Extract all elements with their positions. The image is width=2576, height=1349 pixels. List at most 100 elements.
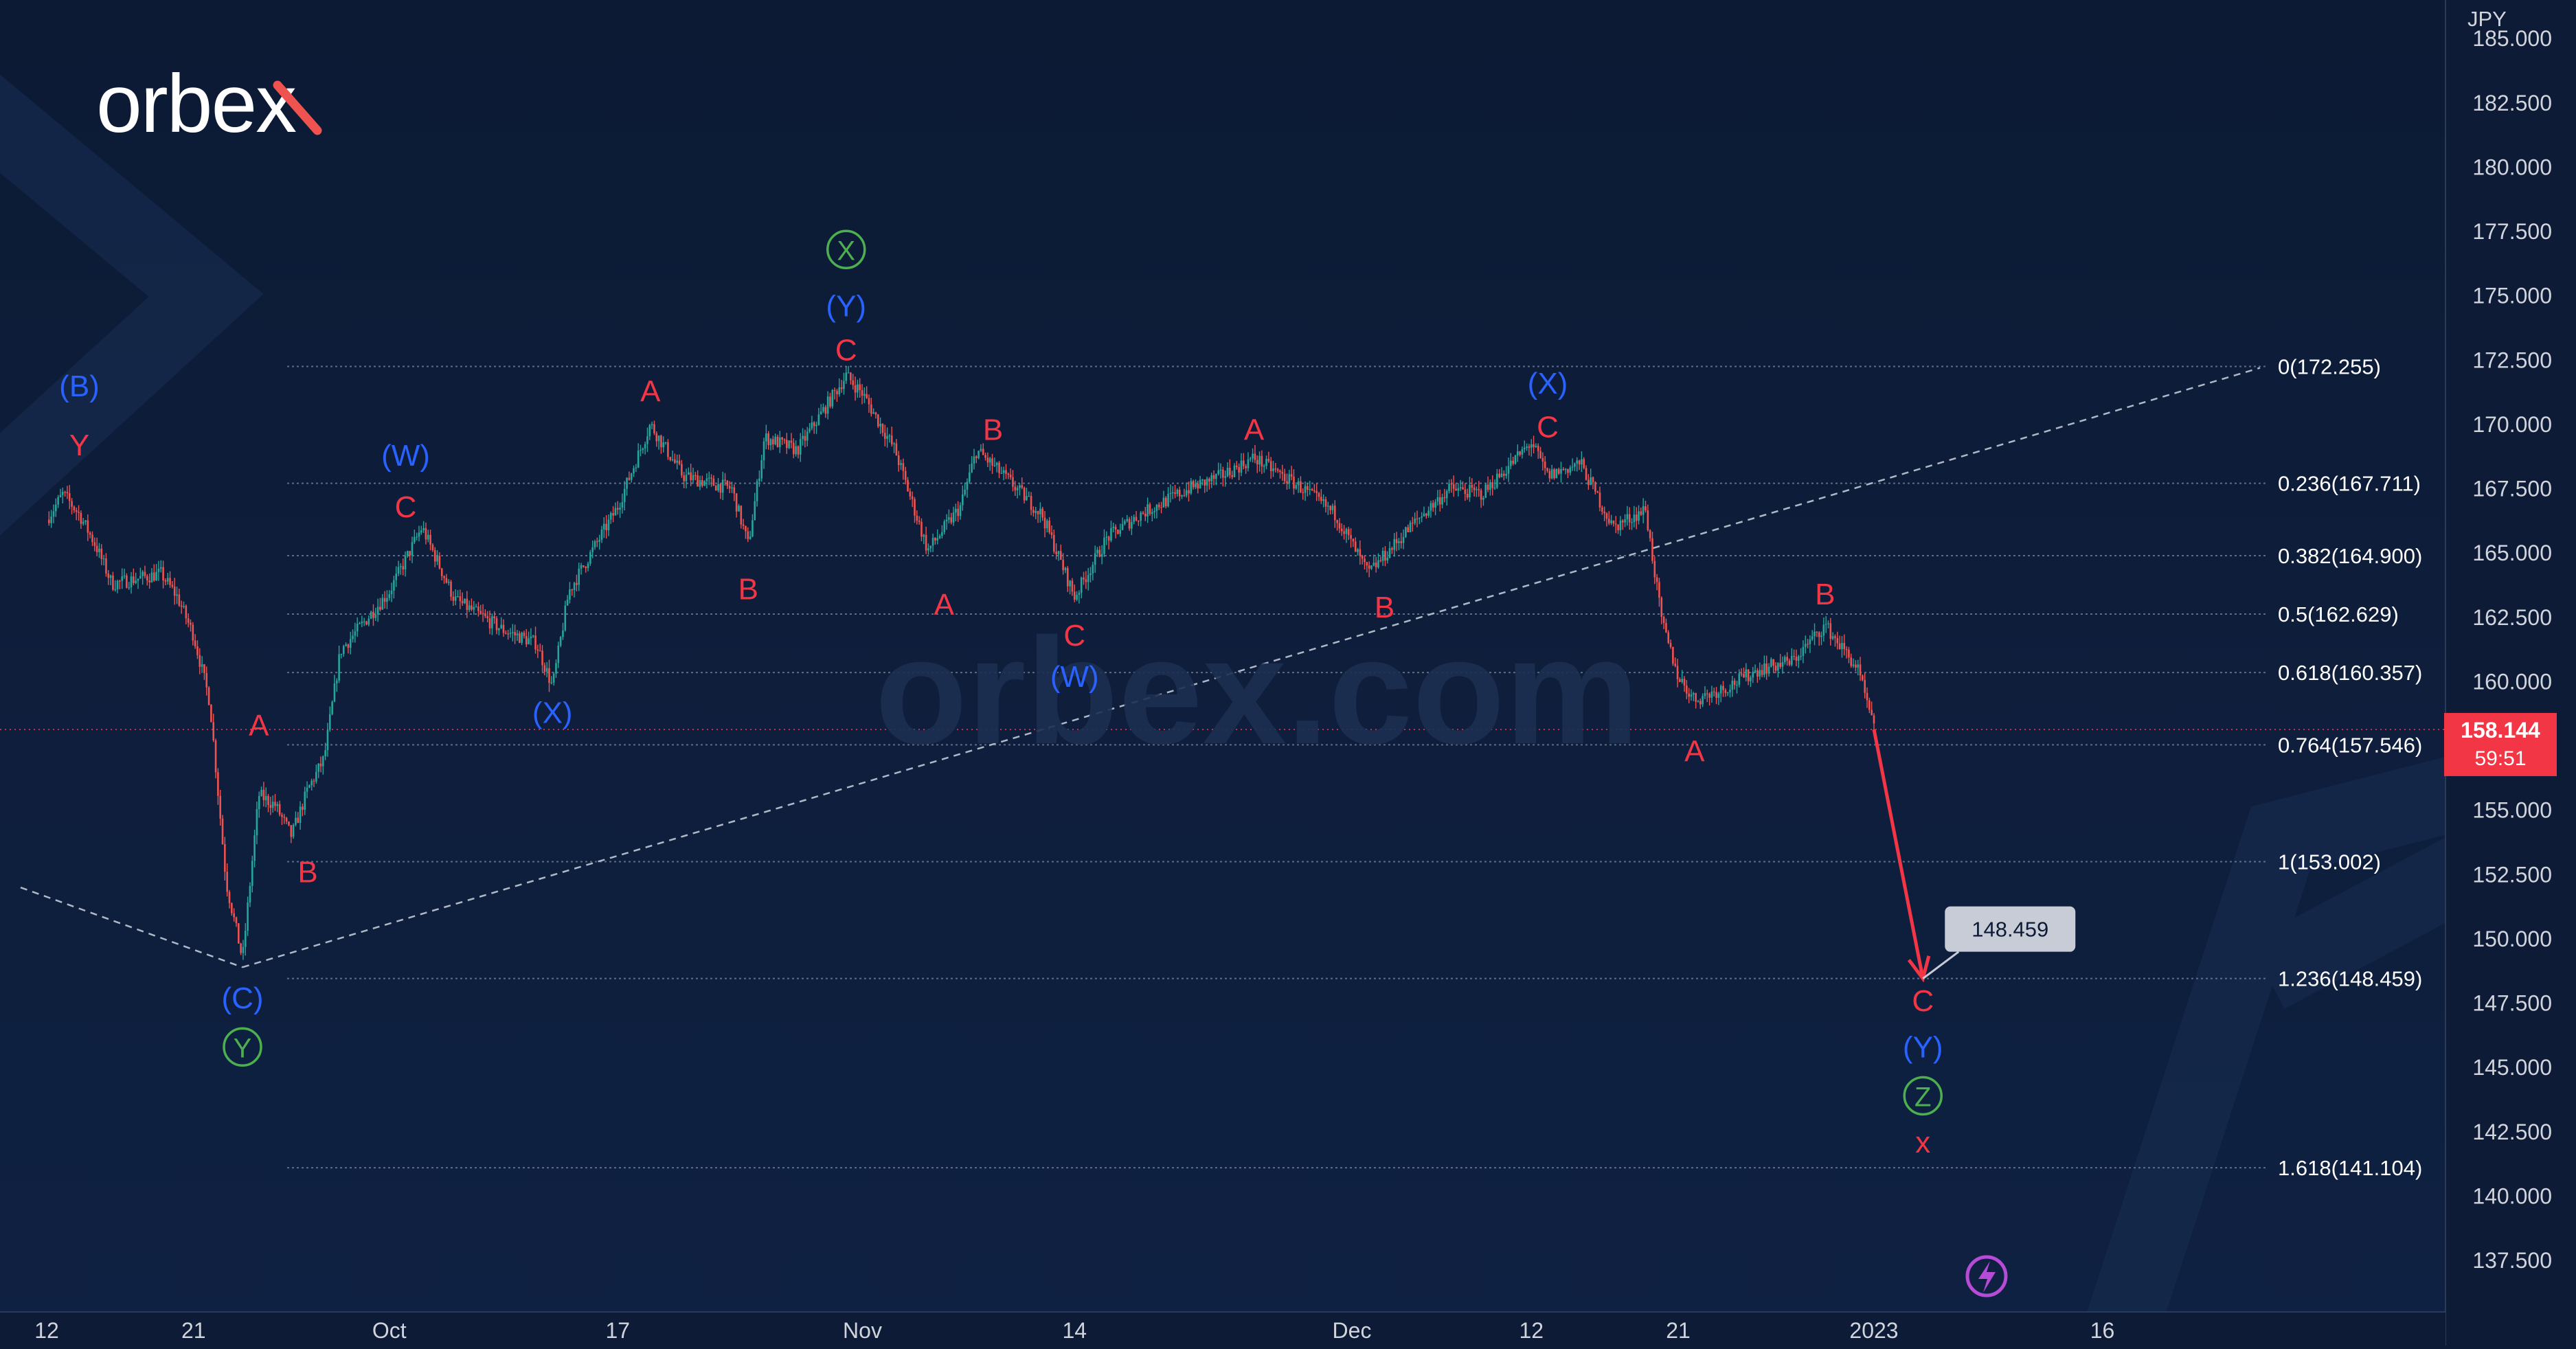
candle[interactable] xyxy=(299,801,302,830)
candle[interactable] xyxy=(1409,520,1412,532)
candle[interactable] xyxy=(1240,453,1243,477)
candle[interactable] xyxy=(690,464,692,486)
candle[interactable] xyxy=(1092,561,1094,580)
candle[interactable] xyxy=(1320,489,1322,504)
candle[interactable] xyxy=(443,575,445,584)
candle[interactable] xyxy=(304,786,306,815)
candle[interactable] xyxy=(1457,483,1460,497)
candle[interactable] xyxy=(260,786,262,797)
candle[interactable] xyxy=(166,573,169,585)
candle[interactable] xyxy=(1617,524,1619,534)
candle[interactable] xyxy=(1466,488,1469,500)
candle[interactable] xyxy=(1496,468,1498,489)
candle[interactable] xyxy=(427,530,429,543)
candle[interactable] xyxy=(217,768,219,805)
candle[interactable] xyxy=(1153,507,1155,519)
candle[interactable] xyxy=(1450,479,1453,493)
candle[interactable] xyxy=(228,889,231,909)
candle[interactable] xyxy=(616,501,619,515)
candle[interactable] xyxy=(721,471,724,501)
candle[interactable] xyxy=(331,700,333,716)
candle[interactable] xyxy=(523,631,526,639)
candle[interactable] xyxy=(1795,649,1798,666)
candle[interactable] xyxy=(1800,648,1802,661)
candle[interactable] xyxy=(1605,512,1608,527)
candle[interactable] xyxy=(648,424,651,440)
candle[interactable] xyxy=(655,431,658,447)
candle[interactable] xyxy=(1683,676,1686,692)
candle[interactable] xyxy=(1064,567,1067,574)
candle[interactable] xyxy=(742,519,745,530)
candle[interactable] xyxy=(1729,684,1731,698)
candle[interactable] xyxy=(1478,481,1480,497)
candle[interactable] xyxy=(826,391,829,420)
candle[interactable] xyxy=(359,622,361,624)
candle[interactable] xyxy=(870,398,872,417)
candle[interactable] xyxy=(1523,440,1526,453)
candle[interactable] xyxy=(73,505,76,513)
candle[interactable] xyxy=(1834,634,1836,647)
candle[interactable] xyxy=(1098,545,1101,558)
candle[interactable] xyxy=(998,460,1000,479)
candle[interactable] xyxy=(1345,528,1348,543)
candle[interactable] xyxy=(907,477,909,492)
candle[interactable] xyxy=(619,502,621,519)
candle[interactable] xyxy=(1452,475,1455,497)
candle[interactable] xyxy=(1144,507,1146,521)
lightning-icon[interactable] xyxy=(1965,1255,2008,1297)
candle[interactable] xyxy=(407,550,409,558)
candle[interactable] xyxy=(1395,532,1398,552)
candle[interactable] xyxy=(1596,490,1598,493)
candle[interactable] xyxy=(1315,483,1318,501)
candle[interactable] xyxy=(651,421,653,429)
candle[interactable] xyxy=(1066,566,1069,592)
candle[interactable] xyxy=(1197,480,1199,494)
candle[interactable] xyxy=(1619,516,1622,536)
candle[interactable] xyxy=(714,484,717,491)
candle[interactable] xyxy=(374,607,377,621)
candle[interactable] xyxy=(1219,463,1222,479)
candle[interactable] xyxy=(1537,443,1539,460)
candle[interactable] xyxy=(1117,529,1119,535)
candle[interactable] xyxy=(479,604,482,614)
candle[interactable] xyxy=(1037,510,1039,523)
candle[interactable] xyxy=(745,525,747,539)
candle[interactable] xyxy=(1788,658,1791,667)
candle[interactable] xyxy=(488,610,491,635)
candle[interactable] xyxy=(1324,497,1327,513)
time-axis[interactable]: 12 21 Oct 17 Nov 14 Dec 12 21 2023 16 xyxy=(34,1318,2114,1343)
candle[interactable] xyxy=(244,922,247,956)
candle[interactable] xyxy=(1724,688,1727,697)
candle[interactable] xyxy=(1377,553,1379,569)
candle[interactable] xyxy=(1791,648,1793,667)
candle[interactable] xyxy=(383,591,386,609)
candle[interactable] xyxy=(1804,635,1807,654)
candle[interactable] xyxy=(1640,507,1642,517)
candle[interactable] xyxy=(1026,488,1028,501)
candle[interactable] xyxy=(1183,488,1186,497)
candle[interactable] xyxy=(249,882,251,907)
candle[interactable] xyxy=(224,837,226,881)
candle[interactable] xyxy=(1254,444,1256,464)
candle[interactable] xyxy=(155,563,157,581)
candle[interactable] xyxy=(1548,468,1551,482)
candle[interactable] xyxy=(187,613,190,628)
candle[interactable] xyxy=(571,589,574,596)
candle[interactable] xyxy=(133,568,135,586)
candle[interactable] xyxy=(735,492,738,518)
candle[interactable] xyxy=(1245,464,1247,474)
candle[interactable] xyxy=(1464,483,1467,501)
candle[interactable] xyxy=(59,488,62,498)
candle[interactable] xyxy=(1660,596,1663,624)
candle[interactable] xyxy=(196,640,199,659)
candle[interactable] xyxy=(578,563,580,591)
candle[interactable] xyxy=(897,451,900,472)
candle[interactable] xyxy=(1286,473,1288,490)
candle[interactable] xyxy=(388,590,391,601)
candle[interactable] xyxy=(1110,521,1112,543)
candle[interactable] xyxy=(824,405,827,418)
candle[interactable] xyxy=(1142,510,1144,515)
candle[interactable] xyxy=(114,580,117,592)
candle[interactable] xyxy=(1759,662,1761,680)
candle[interactable] xyxy=(941,525,943,539)
